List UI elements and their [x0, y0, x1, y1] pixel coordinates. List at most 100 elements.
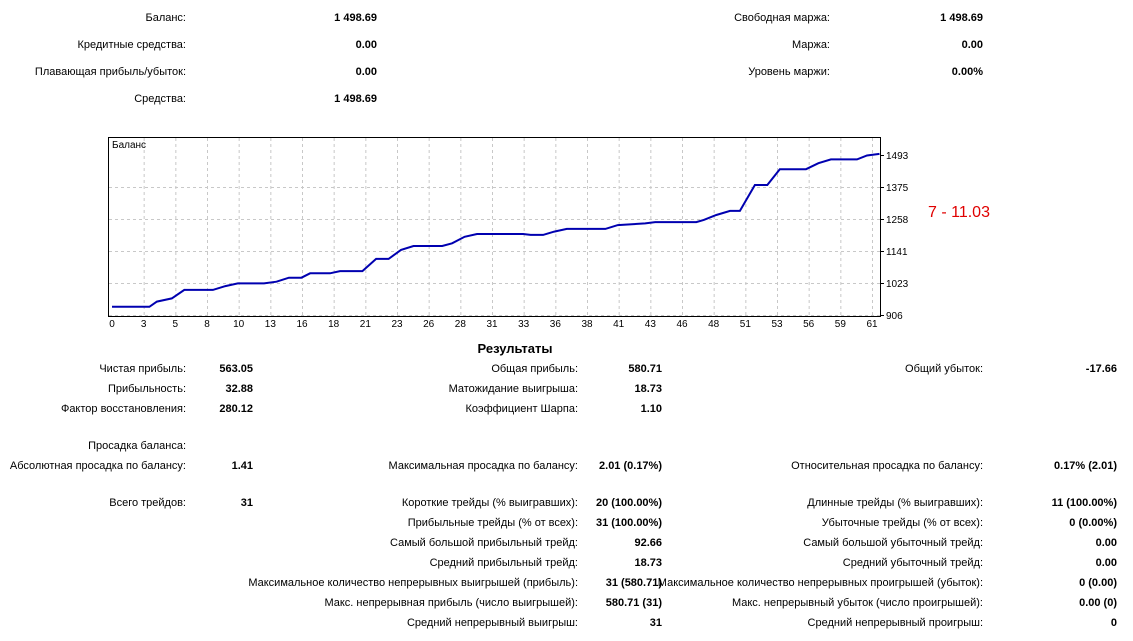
- gross-loss-value: -17.66: [1085, 363, 1117, 375]
- max-cons-loss-label: Макс. непрерывный убыток (число проигрыш…: [731, 597, 983, 609]
- x-tick-label: 46: [676, 319, 688, 330]
- floating-label: Плавающая прибыль/убыток:: [34, 66, 186, 78]
- annotation-text: 7 - 11.03: [928, 204, 990, 221]
- avg-cons-wins-label: Средний непрерывный выигрыш:: [406, 617, 578, 629]
- margin-label: Маржа:: [791, 39, 830, 51]
- profit-trades-label: Прибыльные трейды (% от всех):: [407, 517, 578, 529]
- short-trades-label: Короткие трейды (% выигравших):: [401, 497, 578, 509]
- x-tick-label: 10: [233, 319, 245, 330]
- x-tick-label: 53: [771, 319, 783, 330]
- x-tick-label: 3: [141, 319, 147, 330]
- max-cons-wins-value: 31 (580.71): [605, 577, 662, 589]
- results-title: Результаты: [477, 341, 553, 356]
- abs-dd-value: 1.41: [231, 460, 253, 472]
- x-tick-label: 0: [109, 319, 115, 330]
- largest-profit-label: Самый большой прибыльный трейд:: [390, 537, 578, 549]
- drawdown-header: Просадка баланса:: [88, 440, 186, 452]
- avg-cons-losses-label: Средний непрерывный проигрыш:: [807, 617, 983, 629]
- expected-payoff-label: Матожидание выигрыша:: [448, 383, 578, 395]
- expected-payoff-value: 18.73: [634, 383, 662, 395]
- recovery-label: Фактор восстановления:: [60, 403, 186, 415]
- free-margin-value: 1 498.69: [940, 12, 983, 24]
- margin-level-value: 0.00%: [951, 66, 983, 78]
- x-tick-label: 31: [486, 319, 498, 330]
- rel-dd-value: 0.17% (2.01): [1054, 460, 1117, 472]
- profit-factor-value: 32.88: [225, 383, 253, 395]
- max-cons-profit-label: Макс. непрерывная прибыль (число выигрыш…: [324, 597, 578, 609]
- x-tick-label: 28: [455, 319, 467, 330]
- avg-profit-label: Средний прибыльный трейд:: [429, 557, 578, 569]
- x-tick-label: 23: [391, 319, 403, 330]
- max-cons-wins-label: Максимальное количество непрерывных выиг…: [248, 577, 578, 589]
- abs-dd-label: Абсолютная просадка по балансу:: [9, 460, 186, 472]
- x-tick-label: 5: [173, 319, 179, 330]
- gross-profit-value: 580.71: [628, 363, 662, 375]
- avg-loss-value: 0.00: [1095, 557, 1117, 569]
- x-tick-label: 59: [835, 319, 847, 330]
- x-tick-label: 16: [296, 319, 308, 330]
- credit-value: 0.00: [355, 39, 377, 51]
- profit-trades-value: 31 (100.00%): [595, 517, 662, 529]
- max-cons-loss-value: 0.00 (0): [1079, 597, 1117, 609]
- net-profit-value: 563.05: [219, 363, 253, 375]
- free-margin-label: Свободная маржа:: [734, 12, 830, 24]
- x-tick-label: 26: [423, 319, 435, 330]
- equity-value: 1 498.69: [334, 93, 377, 105]
- margin-level-label: Уровень маржи:: [748, 66, 830, 78]
- y-tick-label: 1141: [886, 247, 908, 258]
- x-tick-label: 48: [708, 319, 720, 330]
- max-cons-losses-label: Максимальное количество непрерывных прои…: [657, 577, 983, 589]
- y-tick-label: 1023: [886, 279, 909, 290]
- short-trades-value: 20 (100.00%): [595, 497, 662, 509]
- balance-chart: Баланс 1493 1375 1258 1141 1023 906 0 3 5 8 10 13 16…: [108, 137, 909, 330]
- y-tick-label: 1258: [886, 215, 909, 226]
- equity-label: Средства:: [134, 93, 186, 105]
- gross-profit-label: Общая прибыль:: [491, 363, 578, 375]
- max-dd-value: 2.01 (0.17%): [599, 460, 662, 472]
- max-cons-profit-value: 580.71 (31): [605, 597, 662, 609]
- largest-profit-value: 92.66: [634, 537, 662, 549]
- y-tick-label: 1375: [886, 183, 909, 194]
- rel-dd-label: Относительная просадка по балансу:: [791, 460, 983, 472]
- max-cons-losses-value: 0 (0.00): [1079, 577, 1117, 589]
- largest-loss-value: 0.00: [1095, 537, 1117, 549]
- balance-value: 1 498.69: [334, 12, 377, 24]
- x-tick-label: 51: [740, 319, 752, 330]
- balance-label: Баланс:: [145, 12, 186, 24]
- profit-factor-label: Прибыльность:: [107, 383, 186, 395]
- x-tick-label: 41: [613, 319, 625, 330]
- long-trades-value: 11 (100.00%): [1051, 497, 1117, 509]
- x-tick-label: 36: [550, 319, 562, 330]
- chart-title: Баланс: [112, 140, 146, 151]
- sharpe-label: Коэффициент Шарпа:: [465, 403, 578, 415]
- net-profit-label: Чистая прибыль:: [99, 363, 186, 375]
- sharpe-value: 1.10: [640, 403, 662, 415]
- margin-value: 0.00: [961, 39, 983, 51]
- x-tick-label: 8: [204, 319, 210, 330]
- total-trades-value: 31: [240, 497, 253, 509]
- floating-value: 0.00: [355, 66, 377, 78]
- recovery-value: 280.12: [219, 403, 253, 415]
- x-tick-label: 56: [803, 319, 815, 330]
- x-tick-label: 38: [581, 319, 593, 330]
- x-tick-label: 61: [866, 319, 878, 330]
- y-tick-label: 906: [886, 311, 903, 322]
- y-tick-label: 1493: [886, 151, 909, 162]
- long-trades-label: Длинные трейды (% выигравших):: [807, 497, 983, 509]
- balance-line: [112, 152, 880, 308]
- chart-frame: [108, 137, 881, 317]
- loss-trades-label: Убыточные трейды (% от всех):: [821, 517, 983, 529]
- avg-cons-wins-value: 31: [649, 617, 662, 629]
- x-tick-label: 18: [328, 319, 340, 330]
- credit-label: Кредитные средства:: [77, 39, 186, 51]
- avg-loss-label: Средний убыточный трейд:: [842, 557, 983, 569]
- avg-profit-value: 18.73: [634, 557, 662, 569]
- x-tick-label: 33: [518, 319, 530, 330]
- loss-trades-value: 0 (0.00%): [1069, 517, 1117, 529]
- max-dd-label: Максимальная просадка по балансу:: [388, 460, 578, 472]
- largest-loss-label: Самый большой убыточный трейд:: [803, 537, 983, 549]
- x-tick-label: 13: [265, 319, 277, 330]
- total-trades-label: Всего трейдов:: [109, 497, 186, 509]
- x-tick-label: 21: [360, 319, 372, 330]
- x-tick-label: 43: [645, 319, 657, 330]
